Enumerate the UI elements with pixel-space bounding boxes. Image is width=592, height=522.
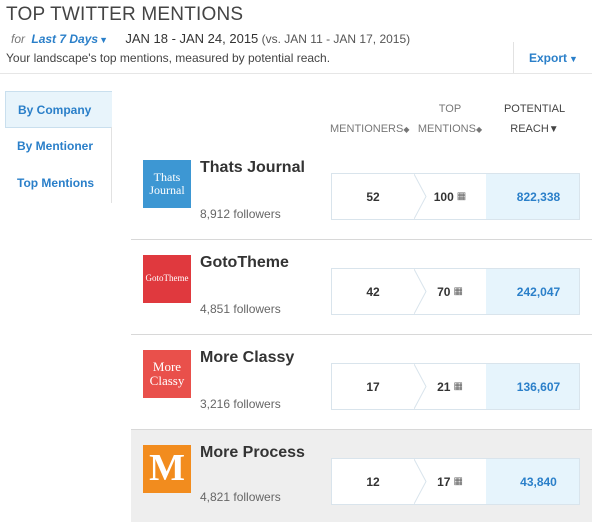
column-header-label: REACH	[510, 123, 549, 135]
period-dropdown[interactable]: Last 7 Days▼	[31, 32, 108, 46]
sort-icon: ◆	[403, 125, 410, 134]
chevron-separator	[414, 364, 427, 409]
company-logo: Thats Journal	[143, 160, 191, 208]
company-name[interactable]: More Classy	[200, 349, 295, 366]
column-header-label: TOP	[438, 103, 462, 115]
chevron-separator	[414, 174, 427, 219]
potential-reach-value[interactable]: 136,607	[486, 364, 579, 409]
sidebar-item-top-mentions[interactable]: Top Mentions	[5, 165, 112, 202]
export-label: Export	[529, 51, 568, 65]
sidebar-item-by-mentioner[interactable]: By Mentioner	[5, 128, 112, 165]
company-name[interactable]: GotoTheme	[200, 254, 289, 271]
mentioners-value[interactable]: 12	[366, 474, 380, 489]
top-mentions-cell[interactable]: 70 ▦	[414, 269, 486, 314]
sidebar-divider	[111, 127, 112, 203]
comparison-range: (vs. JAN 11 - JAN 17, 2015)	[261, 32, 411, 46]
sidebar-item-label: By Company	[18, 103, 92, 117]
page-title: TOP TWITTER MENTIONS	[6, 4, 244, 25]
calendar-icon: ▦	[453, 476, 463, 487]
table-row[interactable]: GotoTheme GotoTheme 4,851 followers 42 7…	[131, 240, 592, 335]
followers-count: 3,216 followers	[200, 397, 281, 411]
calendar-icon: ▦	[453, 381, 463, 392]
table-row[interactable]: Thats Journal Thats Journal 8,912 follow…	[131, 145, 592, 240]
column-header-mentioners[interactable]: MENTIONERS◆	[330, 119, 410, 140]
table-row[interactable]: M More Process 4,821 followers 12 17 ▦ 43…	[131, 430, 592, 522]
chevron-down-icon: ▼	[569, 54, 578, 64]
table-row[interactable]: More Classy More Classy 3,216 followers …	[131, 335, 592, 430]
date-range: JAN 18 - JAN 24, 2015	[125, 31, 259, 46]
metrics-box: 52 100 ▦ 822,338	[331, 173, 580, 220]
sort-desc-icon: ▼	[548, 124, 559, 135]
column-header-label: MENTIONS	[417, 123, 476, 135]
potential-reach-value[interactable]: 822,338	[486, 174, 579, 219]
followers-count: 4,851 followers	[200, 302, 281, 316]
sidebar-item-label: By Mentioner	[17, 139, 94, 153]
sidebar-item-by-company[interactable]: By Company	[5, 91, 112, 128]
company-name[interactable]: More Process	[200, 444, 305, 461]
date-row: for Last 7 Days▼ JAN 18 - JAN 24, 2015 (…	[11, 31, 410, 46]
top-mentions-cell[interactable]: 21 ▦	[414, 364, 486, 409]
mentioners-value[interactable]: 52	[366, 189, 380, 204]
metrics-box: 42 70 ▦ 242,047	[331, 268, 580, 315]
followers-count: 4,821 followers	[200, 490, 281, 504]
page-subtitle: Your landscape's top mentions, measured …	[6, 51, 331, 65]
sidebar: By Company By Mentioner Top Mentions	[5, 91, 112, 202]
chevron-separator	[414, 269, 427, 314]
mentioners-value[interactable]: 17	[366, 379, 380, 394]
metrics-box: 12 17 ▦ 43,840	[331, 458, 580, 505]
company-logo: GotoTheme	[143, 255, 191, 303]
calendar-icon: ▦	[456, 191, 467, 202]
export-button[interactable]: Export ▼	[513, 42, 592, 73]
followers-count: 8,912 followers	[200, 207, 281, 221]
for-label: for	[11, 32, 26, 46]
column-header-label: POTENTIAL	[503, 103, 566, 115]
company-name[interactable]: Thats Journal	[200, 159, 305, 176]
column-header-potential-reach[interactable]: POTENTIAL REACH▼	[497, 99, 572, 140]
column-header-label: MENTIONERS	[330, 123, 404, 135]
top-mentions-cell[interactable]: 17 ▦	[414, 459, 486, 504]
header-divider	[0, 73, 592, 74]
potential-reach-value[interactable]: 242,047	[486, 269, 579, 314]
potential-reach-value[interactable]: 43,840	[486, 459, 579, 504]
period-label: Last 7 Days	[31, 32, 99, 46]
company-logo: M	[143, 445, 191, 493]
top-mentions-value: 17	[437, 474, 451, 489]
sort-icon: ◆	[475, 125, 483, 134]
chevron-separator	[414, 459, 427, 504]
calendar-icon: ▦	[453, 286, 463, 297]
mentioners-value[interactable]: 42	[366, 284, 380, 299]
top-mentions-value: 100	[433, 189, 454, 204]
top-mentions-cell[interactable]: 100 ▦	[414, 174, 486, 219]
chevron-down-icon: ▼	[99, 35, 108, 45]
top-mentions-value: 21	[437, 379, 451, 394]
top-mentions-value: 70	[437, 284, 451, 299]
sidebar-item-label: Top Mentions	[17, 176, 95, 190]
metrics-box: 17 21 ▦ 136,607	[331, 363, 580, 410]
column-header-top-mentions[interactable]: TOP MENTIONS◆	[414, 99, 486, 140]
company-logo: More Classy	[143, 350, 191, 398]
